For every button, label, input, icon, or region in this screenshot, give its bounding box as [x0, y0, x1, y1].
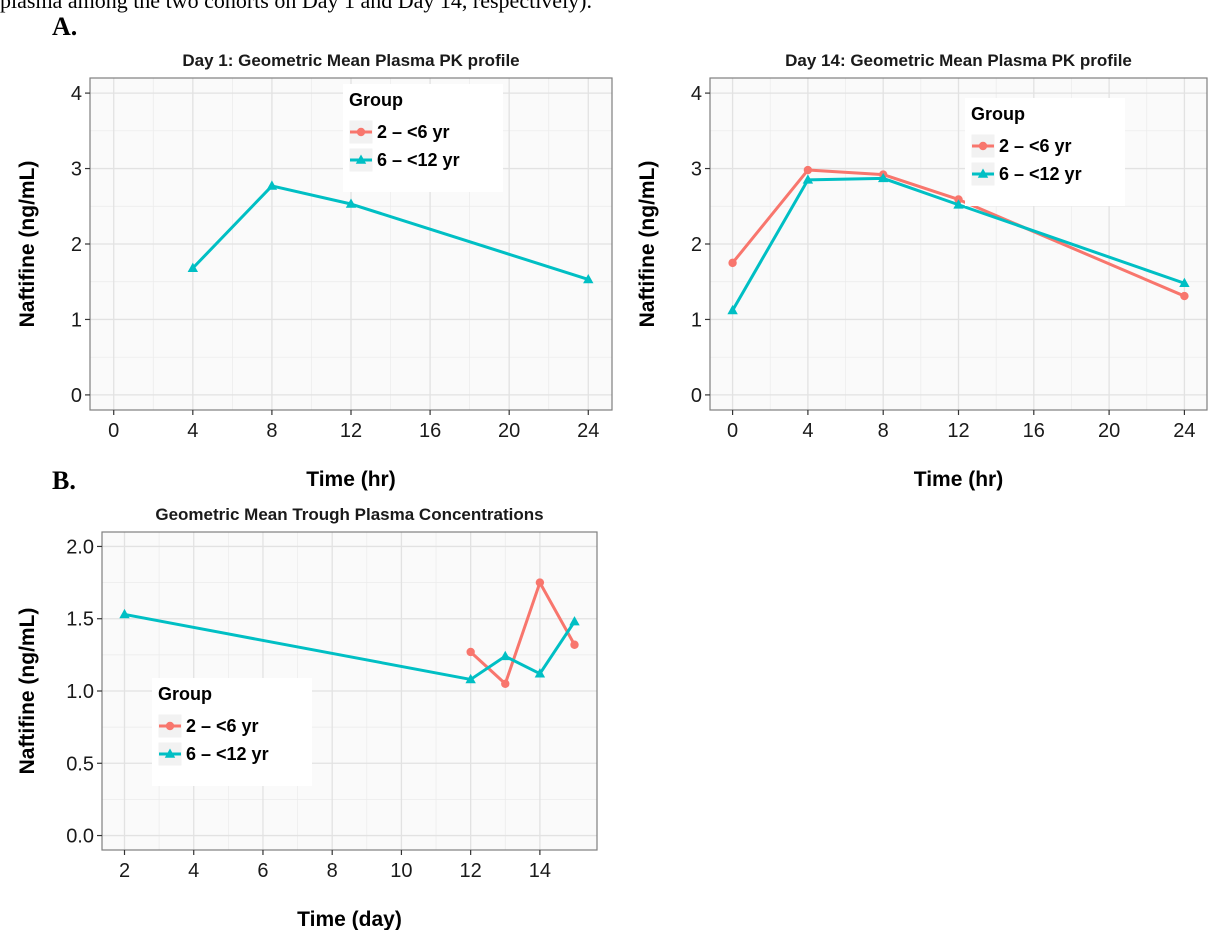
data-point [501, 679, 510, 688]
x-tick-label: 20 [1098, 420, 1120, 442]
y-tick-label: 2.0 [66, 536, 94, 558]
y-tick-label: 1 [71, 309, 82, 331]
y-tick-label: 0 [691, 385, 702, 407]
chart-title: Geometric Mean Trough Plasma Concentrati… [155, 505, 543, 524]
x-tick-label: 8 [878, 420, 889, 442]
panel-label-b: B. [52, 466, 76, 495]
data-point [500, 650, 511, 661]
data-point [570, 640, 579, 649]
x-tick-label: 6 [257, 860, 268, 882]
x-tick-label: 12 [340, 420, 362, 442]
data-point [877, 172, 889, 183]
x-tick-label: 0 [108, 420, 119, 442]
data-point [345, 198, 357, 208]
legend-key-marker [978, 141, 988, 151]
y-tick-label: 2 [691, 234, 702, 256]
x-tick-label: 12 [947, 420, 969, 442]
legend-entry-label: 2 – <6 yr [377, 122, 450, 142]
y-tick-label: 4 [691, 83, 702, 105]
data-point [534, 668, 546, 678]
legend-key-marker [356, 127, 366, 137]
x-tick-label: 4 [188, 860, 199, 882]
x-tick-label: 14 [529, 860, 551, 882]
legend-entry-label: 2 – <6 yr [186, 716, 259, 736]
data-point [1179, 277, 1190, 288]
legend-title: Group [971, 104, 1025, 124]
y-tick-label: 0 [71, 385, 82, 407]
x-tick-label: 2 [119, 860, 130, 882]
data-point [187, 262, 199, 272]
legend-title: Group [349, 90, 403, 110]
y-axis-title: Naftifine (ng/mL) [16, 161, 39, 328]
legend-entry-label: 2 – <6 yr [999, 136, 1072, 156]
x-axis-title: Time (day) [297, 908, 402, 930]
data-point [1180, 291, 1189, 301]
x-tick-label: 20 [498, 420, 520, 442]
data-point [953, 199, 964, 209]
x-axis-title: Time (hr) [914, 468, 1003, 491]
legend-entry-label: 6 – <12 yr [377, 150, 460, 170]
data-point [569, 616, 580, 626]
legend-key-marker [977, 168, 989, 178]
x-tick-label: 8 [327, 860, 338, 882]
x-tick-label: 4 [187, 420, 198, 442]
panel-label-a: A. [52, 12, 78, 41]
legend-entry-label: 6 – <12 yr [186, 744, 269, 764]
x-tick-label: 8 [266, 420, 277, 442]
legend-key-marker [164, 748, 176, 758]
y-tick-label: 3 [71, 159, 82, 181]
data-point [728, 258, 737, 268]
x-tick-label: 16 [1023, 420, 1045, 442]
chart-title: Day 14: Geometric Mean Plasma PK profile [785, 51, 1132, 70]
x-tick-label: 24 [577, 420, 599, 442]
y-tick-label: 1 [691, 309, 702, 331]
x-axis-title: Time (hr) [306, 468, 395, 491]
y-tick-label: 3 [691, 159, 702, 181]
series-line-2 [191, 184, 589, 281]
x-tick-label: 16 [419, 420, 441, 442]
y-axis-title: Naftifine (ng/mL) [16, 608, 39, 775]
legend-entry-label: 6 – <12 yr [999, 164, 1082, 184]
y-tick-label: 1.0 [66, 681, 94, 703]
data-point [803, 165, 813, 175]
legend-key-marker [165, 721, 175, 731]
data-point [535, 578, 545, 587]
trough-concentration-chart: 2 4 6 8 10 12 14 0.0 0.5 1.0 1.5 2.0 Geometric Mean … [16, 505, 598, 930]
data-point [465, 673, 476, 684]
y-axis-title: Naftifine (ng/mL) [636, 161, 659, 328]
chart-title: Day 1: Geometric Mean Plasma PK profile [182, 51, 519, 70]
data-point [266, 180, 278, 190]
data-point [119, 608, 130, 619]
x-tick-label: 0 [727, 420, 738, 442]
data-point [466, 647, 475, 657]
x-tick-label: 24 [1173, 420, 1195, 442]
y-tick-label: 4 [71, 83, 82, 105]
legend-key-marker [355, 154, 367, 164]
legend-title: Group [158, 684, 212, 704]
y-tick-label: 0.0 [66, 826, 94, 848]
y-tick-label: 1.5 [66, 609, 94, 631]
data-point [802, 174, 814, 184]
x-tick-label: 12 [460, 860, 482, 882]
y-tick-label: 2 [71, 234, 82, 256]
figure-caption-fragment: plasma among the two cohorts on Day 1 an… [0, 0, 593, 13]
y-tick-label: 0.5 [66, 753, 94, 775]
data-point [583, 273, 594, 284]
data-point [727, 304, 738, 315]
x-tick-label: 4 [802, 420, 813, 442]
x-tick-label: 10 [390, 860, 412, 882]
